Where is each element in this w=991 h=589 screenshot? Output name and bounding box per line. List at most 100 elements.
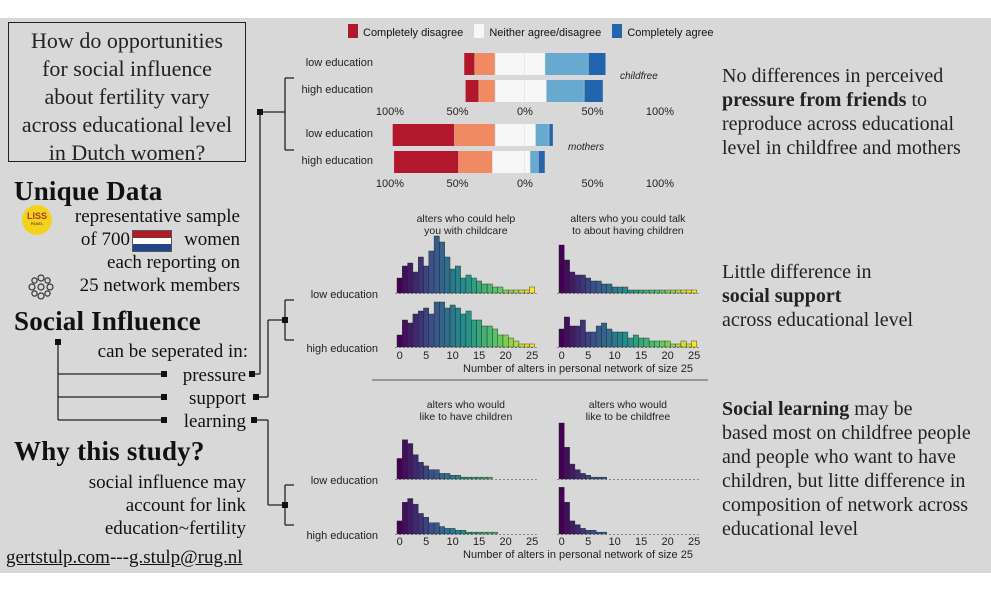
histogram-xlabel: Number of alters in personal network of … — [463, 549, 693, 561]
likert-bar-segment — [495, 53, 525, 75]
histogram-bar — [433, 522, 440, 535]
question-line: in Dutch women? — [48, 140, 206, 165]
histogram-tick-label: 5 — [423, 350, 429, 362]
question-line: How do opportunities — [31, 28, 223, 53]
question-line: for social influence — [42, 56, 212, 81]
likert-panel-label: mothers — [568, 142, 604, 153]
likert-tick-label: 100% — [376, 178, 404, 190]
histogram-bar — [590, 530, 597, 535]
likert-legend: Completely disagree Neither agree/disagr… — [348, 24, 714, 39]
legend-label: Neither agree/disagree — [489, 27, 602, 39]
histogram-bar — [396, 458, 403, 480]
histogram-bar — [691, 289, 698, 294]
histogram-bar — [574, 524, 581, 535]
histogram-bar — [402, 502, 408, 535]
why-line: education~fertility — [104, 518, 246, 539]
histogram-bar — [486, 476, 493, 480]
histogram-bar — [428, 522, 435, 535]
unique-data-line1: representative sample — [74, 206, 240, 227]
histogram-bar — [564, 447, 570, 480]
likert-row-label: high education — [301, 155, 373, 167]
histogram-title: alters who you could talk — [570, 213, 686, 225]
likert-chart: low education high education childfree 100%… — [301, 53, 674, 190]
why-line: account for link — [125, 495, 246, 516]
learning-finding-line: and people who want to have — [722, 446, 956, 468]
liss-logo-text: LISS — [26, 211, 47, 221]
likert-bar-segment — [495, 124, 525, 146]
email-link[interactable]: g.stulp@rug.nl — [128, 547, 243, 568]
histogram-title: alters who could help — [417, 213, 516, 225]
histogram-bar — [601, 476, 607, 480]
histogram-bar — [595, 476, 602, 480]
histogram-bar — [418, 462, 424, 480]
likert-row-label: high education — [301, 84, 373, 96]
likert-tick-label: 50% — [581, 106, 603, 118]
histogram-tick-label: 10 — [447, 350, 459, 362]
histogram-tick-label: 15 — [473, 350, 485, 362]
histogram-bar — [471, 531, 477, 535]
histogram-bar — [558, 422, 565, 480]
pressure-finding-bold: pressure from friends — [722, 89, 907, 111]
legend-swatch-agree — [612, 24, 623, 38]
histogram-row-label: high education — [306, 343, 378, 355]
why-line: social influence may — [88, 472, 246, 493]
histogram-bar — [428, 469, 435, 480]
histogram-title: alters who would — [427, 399, 505, 411]
likert-bar-segment — [535, 124, 549, 146]
histogram-row-label: low education — [311, 475, 378, 487]
learning-label: learning — [183, 411, 246, 432]
histogram-tick-label: 20 — [500, 536, 512, 548]
histogram-bar — [412, 503, 419, 535]
likert-bar-segment — [525, 124, 536, 146]
likert-tick-label: 0% — [517, 178, 533, 190]
likert-tick-label: 100% — [376, 106, 404, 118]
likert-panel-label: childfree — [620, 71, 658, 82]
histogram-tick-label: 5 — [585, 536, 591, 548]
likert-bar-segment — [495, 80, 525, 102]
histogram-bar — [492, 531, 498, 535]
histogram-tick-label: 5 — [585, 350, 591, 362]
likert-bar-segment — [525, 53, 545, 75]
unique-data-line3: each reporting on — [107, 252, 240, 273]
support-finding-line1: Little difference in — [722, 261, 872, 283]
learning-finding-post: may be — [854, 398, 913, 420]
question-line: across educational level — [21, 112, 233, 137]
histogram-tick-label: 0 — [397, 350, 403, 362]
pressure-label: pressure — [182, 365, 246, 386]
support-finding-line3: across educational level — [722, 309, 914, 331]
histogram-bar — [423, 517, 430, 535]
histogram-bar — [691, 340, 698, 348]
likert-bar-segment — [538, 151, 545, 173]
learning-finding-line: children, but litte difference in — [722, 470, 966, 492]
likert-tick-label: 100% — [646, 178, 674, 190]
unique-data-line2a: of 700 — [80, 229, 130, 250]
histogram-bar — [460, 476, 467, 480]
pressure-finding-pre: No differences in perceived — [722, 65, 944, 87]
social-influence-line: can be seperated in: — [97, 341, 248, 362]
histogram-title: to about having children — [572, 225, 684, 237]
histogram-tick-label: 5 — [423, 536, 429, 548]
pressure-finding: No differences in perceived pressure fro… — [722, 64, 984, 160]
legend-label: Completely agree — [627, 27, 714, 39]
likert-tick-label: 100% — [646, 106, 674, 118]
histogram-bar — [423, 465, 430, 480]
histogram-bar — [407, 498, 414, 535]
likert-bar-segment — [458, 151, 493, 173]
histogram-bar — [471, 476, 477, 480]
histogram-title: like to have children — [419, 411, 512, 423]
histogram-bar — [529, 343, 536, 348]
histogram-bar — [580, 528, 586, 535]
histogram-tick-label: 25 — [688, 536, 700, 548]
histogram-tick-label: 20 — [500, 350, 512, 362]
histogram-tick-label: 10 — [609, 536, 621, 548]
histogram-bar — [444, 473, 451, 480]
likert-tick-label: 0% — [517, 106, 533, 118]
learning-finding-line: based most on childfree people — [722, 422, 971, 444]
likert-bar-segment — [584, 80, 603, 102]
histogram-tick-label: 10 — [447, 536, 459, 548]
histogram-tick-label: 25 — [526, 536, 538, 548]
website-link[interactable]: gertstulp.com — [6, 547, 110, 568]
